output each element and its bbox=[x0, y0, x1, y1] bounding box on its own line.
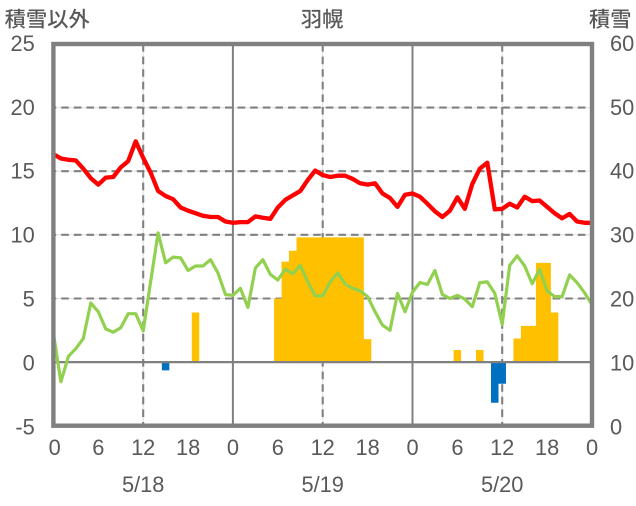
svg-text:60: 60 bbox=[610, 31, 634, 56]
svg-text:5/20: 5/20 bbox=[481, 472, 523, 497]
svg-text:10: 10 bbox=[11, 223, 35, 248]
svg-text:18: 18 bbox=[355, 435, 379, 460]
svg-text:-5: -5 bbox=[15, 414, 34, 439]
svg-text:10: 10 bbox=[610, 350, 634, 375]
svg-text:50: 50 bbox=[610, 95, 634, 120]
svg-text:0: 0 bbox=[610, 414, 622, 439]
svg-text:30: 30 bbox=[610, 223, 634, 248]
svg-text:6: 6 bbox=[272, 435, 284, 460]
svg-text:6: 6 bbox=[92, 435, 104, 460]
svg-text:0: 0 bbox=[227, 435, 239, 460]
svg-text:20: 20 bbox=[11, 95, 35, 120]
svg-text:12: 12 bbox=[490, 435, 514, 460]
svg-text:5: 5 bbox=[23, 287, 35, 312]
svg-text:12: 12 bbox=[131, 435, 155, 460]
svg-text:0: 0 bbox=[23, 350, 35, 375]
svg-text:15: 15 bbox=[11, 159, 35, 184]
svg-text:40: 40 bbox=[610, 159, 634, 184]
svg-text:0: 0 bbox=[406, 435, 418, 460]
svg-text:0: 0 bbox=[586, 435, 598, 460]
svg-text:6: 6 bbox=[451, 435, 463, 460]
svg-text:12: 12 bbox=[311, 435, 335, 460]
svg-text:5/18: 5/18 bbox=[122, 472, 164, 497]
svg-text:5/19: 5/19 bbox=[301, 472, 343, 497]
svg-text:18: 18 bbox=[176, 435, 200, 460]
svg-text:20: 20 bbox=[610, 287, 634, 312]
svg-text:0: 0 bbox=[49, 435, 61, 460]
svg-text:18: 18 bbox=[535, 435, 559, 460]
svg-text:25: 25 bbox=[11, 31, 35, 56]
